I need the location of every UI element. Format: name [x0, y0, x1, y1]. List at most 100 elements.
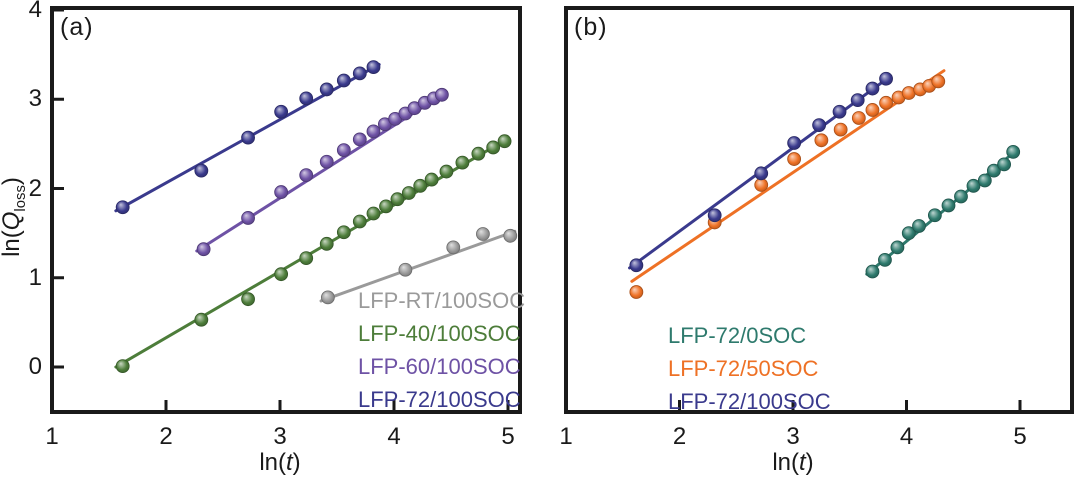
- x-axis-label-prefix: ln(: [772, 449, 799, 476]
- data-point: [352, 132, 367, 147]
- data-point: [241, 292, 255, 307]
- data-point: [977, 173, 992, 188]
- data-point: [274, 185, 289, 199]
- data-point: [850, 93, 865, 108]
- legend-entry-lfp-72-100soc: LFP-72/100SOC: [668, 389, 831, 414]
- data-point: [115, 359, 130, 374]
- x-axis-label-symbol: t: [799, 449, 806, 476]
- data-point: [754, 178, 769, 192]
- data-point: [390, 192, 405, 207]
- x-tick-label: 2: [672, 423, 687, 450]
- data-point: [336, 143, 351, 158]
- series-lfp-rt-100soc-panel-a: [319, 227, 518, 305]
- x-tick-label: 4: [899, 423, 914, 450]
- data-point: [455, 155, 470, 170]
- data-point: [497, 134, 512, 149]
- series-lfp-72-50soc-panel-b: [629, 69, 946, 299]
- data-point: [890, 240, 905, 255]
- data-point: [927, 208, 942, 223]
- data-point: [352, 214, 367, 229]
- data-point: [629, 258, 644, 273]
- fit-line: [319, 229, 517, 303]
- data-point: [814, 133, 829, 148]
- data-point: [274, 267, 289, 282]
- data-point: [832, 104, 847, 119]
- series-lfp-72-100soc-panel-a: [114, 60, 381, 215]
- y-tick-label: 3: [28, 85, 42, 113]
- data-point: [366, 60, 381, 75]
- x-axis-label-panel-a: ln(t): [235, 449, 325, 477]
- data-point: [912, 219, 926, 233]
- x-tick-label: 1: [559, 423, 573, 450]
- data-point: [954, 189, 968, 204]
- x-axis-label-suffix: ): [805, 449, 814, 476]
- y-tick-label: 1: [28, 263, 42, 291]
- data-point: [629, 285, 644, 299]
- data-point: [196, 242, 211, 257]
- data-point: [379, 199, 393, 214]
- data-point: [398, 262, 413, 277]
- data-point: [434, 87, 449, 102]
- data-point: [366, 124, 381, 139]
- x-axis-label-prefix: ln(: [259, 449, 286, 476]
- x-tick-label: 2: [159, 423, 173, 450]
- legend-entry-lfp-40-100soc: LFP-40/100SOC: [358, 321, 521, 346]
- data-point: [865, 103, 880, 117]
- data-point: [754, 166, 769, 181]
- data-point: [336, 225, 351, 240]
- data-point: [471, 146, 486, 161]
- data-point: [274, 104, 289, 119]
- data-point: [299, 251, 314, 266]
- data-point: [299, 91, 314, 106]
- series-lfp-72-100soc-panel-b: [628, 71, 893, 273]
- data-point: [878, 252, 892, 267]
- x-axis-label-suffix: ): [292, 449, 301, 476]
- series-lfp-72-0soc-panel-b: [865, 145, 1021, 279]
- y-tick-label: 0: [28, 353, 42, 380]
- data-point: [812, 118, 827, 133]
- data-point: [446, 240, 461, 255]
- x-tick-label: 5: [501, 423, 515, 450]
- panel-a-frame: [50, 6, 522, 414]
- data-point: [424, 172, 439, 187]
- data-point: [319, 82, 334, 97]
- data-point: [966, 178, 981, 193]
- x-tick-label: 3: [273, 423, 287, 450]
- data-point: [997, 157, 1012, 172]
- data-point: [336, 73, 351, 88]
- data-point: [941, 198, 956, 213]
- x-tick-label: 1: [45, 423, 59, 450]
- x-tick-label: 3: [786, 423, 800, 450]
- y-axis-label-prefix: ln(: [0, 230, 25, 257]
- data-point: [476, 227, 490, 241]
- data-point: [413, 178, 428, 193]
- legend-entry-lfp-72-50soc: LFP-72/50SOC: [668, 356, 819, 381]
- data-point: [865, 81, 880, 96]
- data-point: [241, 211, 255, 225]
- data-point: [931, 74, 946, 89]
- x-axis-label-panel-b: ln(t): [748, 449, 838, 477]
- data-point: [115, 200, 130, 215]
- y-axis-label: ln(Qloss): [0, 152, 29, 282]
- data-point: [439, 164, 454, 179]
- panel-b-label: (b): [574, 13, 608, 41]
- data-point: [352, 66, 367, 81]
- data-point: [833, 122, 848, 137]
- y-tick-label: 4: [28, 0, 42, 23]
- data-point: [503, 228, 518, 243]
- panel-b-frame: [564, 6, 1074, 414]
- legend-entry-lfp-72-100soc: LFP-72/100SOC: [358, 387, 521, 412]
- data-point: [787, 136, 802, 150]
- data-point: [319, 236, 334, 251]
- x-tick-label: 5: [1013, 423, 1027, 450]
- data-point: [986, 163, 1001, 178]
- legend-entry-lfp-72-0soc: LFP-72/0SOC: [668, 323, 807, 348]
- data-point: [401, 186, 416, 200]
- y-axis-label-symbol: Q: [0, 211, 25, 231]
- data-point: [787, 152, 802, 166]
- data-point: [1006, 145, 1021, 159]
- data-point: [901, 226, 916, 241]
- legend-panel-a: LFP-RT/100SOC LFP-40/100SOC LFP-60/100SOC L…: [358, 284, 525, 416]
